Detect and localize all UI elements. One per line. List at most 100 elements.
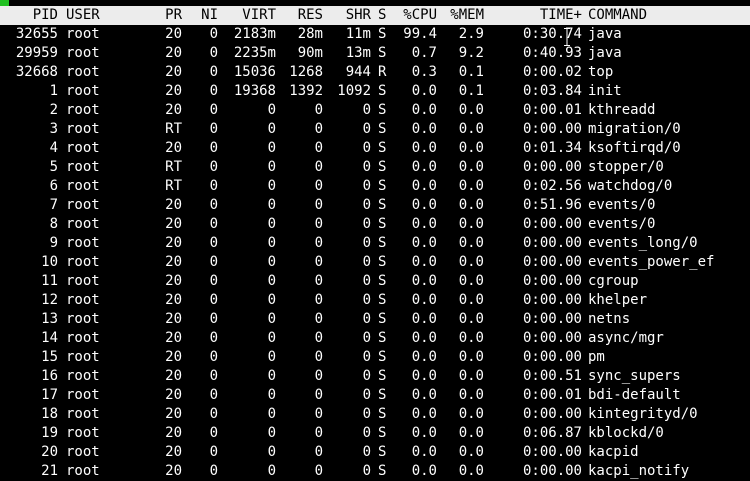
cell-priority: 20: [165, 463, 182, 479]
cell-priority: 20: [165, 311, 182, 327]
cell-res: 28m: [297, 26, 323, 42]
cell-virt: 0: [267, 311, 276, 327]
cell-command: events/0: [588, 216, 656, 232]
table-row: 15 root 20 0 0 0 0 S 0.0 0.0 0:00.00 pm: [0, 348, 750, 367]
cell-mem: 0.0: [458, 159, 484, 175]
table-row: 11 root 20 0 0 0 0 S 0.0 0.0 0:00.00 cgroup: [0, 272, 750, 291]
cell-pid: 12: [41, 292, 58, 308]
table-row: 4 root 20 0 0 0 0 S 0.0 0.0 0:01.34 ksoftirqd/0: [0, 139, 750, 158]
cell-virt: 0: [267, 121, 276, 137]
cell-res: 0: [314, 197, 323, 213]
cell-res: 0: [314, 368, 323, 384]
cell-nice: 0: [209, 121, 218, 137]
table-row: 16 root 20 0 0 0 0 S 0.0 0.0 0:00.51 sync_supers: [0, 367, 750, 386]
cell-shr: 11m: [345, 26, 371, 42]
cell-user: root: [66, 178, 100, 194]
cell-nice: 0: [209, 102, 218, 118]
cell-nice: 0: [209, 311, 218, 327]
cell-cpu: 0.0: [411, 292, 437, 308]
cell-shr: 0: [362, 425, 371, 441]
cell-res: 0: [314, 216, 323, 232]
cell-res: 0: [314, 273, 323, 289]
cell-mem: 0.1: [458, 64, 484, 80]
cell-command: async/mgr: [588, 330, 664, 346]
cell-user: root: [66, 83, 100, 99]
cell-mem: 0.0: [458, 235, 484, 251]
cell-pid: 29959: [15, 45, 58, 61]
cell-shr: 0: [362, 121, 371, 137]
cell-nice: 0: [209, 406, 218, 422]
cell-res: 0: [314, 463, 323, 479]
cell-virt: 2183m: [233, 26, 276, 42]
table-row: 32655 root 20 0 2183m 28m 11m S 99.4 2.9 0:30.74 ja…: [0, 25, 750, 44]
column-header-ni: NI: [201, 7, 218, 23]
cell-time: 0:00.00: [522, 406, 582, 422]
cell-virt: 0: [267, 368, 276, 384]
cell-shr: 0: [362, 216, 371, 232]
cell-mem: 0.0: [458, 330, 484, 346]
table-row: 8 root 20 0 0 0 0 S 0.0 0.0 0:00.00 events/0: [0, 215, 750, 234]
cell-state: S: [378, 311, 387, 327]
cell-pid: 13: [41, 311, 58, 327]
cell-command: khelper: [588, 292, 648, 308]
cell-nice: 0: [209, 273, 218, 289]
cell-res: 0: [314, 178, 323, 194]
cell-cpu: 0.0: [411, 102, 437, 118]
cell-time: 0:03.84: [522, 83, 582, 99]
cell-cpu: 0.0: [411, 368, 437, 384]
cell-time: 0:00.00: [522, 311, 582, 327]
cell-priority: RT: [165, 121, 182, 137]
cell-command: events/0: [588, 197, 656, 213]
cell-state: R: [378, 64, 387, 80]
cell-time: 0:02.56: [522, 178, 582, 194]
cell-state: S: [378, 406, 387, 422]
cell-pid: 10: [41, 254, 58, 270]
cell-virt: 0: [267, 425, 276, 441]
cell-cpu: 0.0: [411, 178, 437, 194]
cell-command: java: [588, 26, 622, 42]
cell-state: S: [378, 254, 387, 270]
cell-user: root: [66, 368, 100, 384]
cell-user: root: [66, 330, 100, 346]
cell-command: kblockd/0: [588, 425, 664, 441]
cell-cpu: 0.7: [411, 45, 437, 61]
cell-virt: 0: [267, 273, 276, 289]
cell-cpu: 0.0: [411, 406, 437, 422]
cell-priority: 20: [165, 368, 182, 384]
table-row: 18 root 20 0 0 0 0 S 0.0 0.0 0:00.00 kintegrityd/0: [0, 405, 750, 424]
cell-cpu: 0.0: [411, 121, 437, 137]
cell-state: S: [378, 45, 387, 61]
cell-nice: 0: [209, 235, 218, 251]
cell-pid: 3: [49, 121, 58, 137]
cell-command: sync_supers: [588, 368, 681, 384]
cell-user: root: [66, 444, 100, 460]
column-header-mem: %MEM: [450, 7, 484, 23]
cell-cpu: 0.0: [411, 330, 437, 346]
cell-priority: 20: [165, 273, 182, 289]
cell-res: 0: [314, 235, 323, 251]
process-table: PID USER PR NI VIRT RES SHR S %CPU %MEM …: [0, 6, 750, 481]
cell-user: root: [66, 235, 100, 251]
cell-user: root: [66, 387, 100, 403]
table-row: 20 root 20 0 0 0 0 S 0.0 0.0 0:00.00 kacpid: [0, 443, 750, 462]
cell-priority: RT: [165, 178, 182, 194]
cell-res: 0: [314, 292, 323, 308]
cell-nice: 0: [209, 159, 218, 175]
cell-cpu: 0.0: [411, 235, 437, 251]
cell-res: 0: [314, 349, 323, 365]
cell-state: S: [378, 330, 387, 346]
cell-virt: 0: [267, 444, 276, 460]
cell-cpu: 0.0: [411, 83, 437, 99]
cell-mem: 0.0: [458, 425, 484, 441]
cell-mem: 0.0: [458, 140, 484, 156]
cell-state: S: [378, 159, 387, 175]
table-row: 21 root 20 0 0 0 0 S 0.0 0.0 0:00.00 kacpi_notify: [0, 462, 750, 481]
cell-virt: 15036: [233, 64, 276, 80]
cell-mem: 0.0: [458, 311, 484, 327]
cell-state: S: [378, 444, 387, 460]
table-row: 13 root 20 0 0 0 0 S 0.0 0.0 0:00.00 netns: [0, 310, 750, 329]
cell-nice: 0: [209, 83, 218, 99]
cell-shr: 0: [362, 330, 371, 346]
table-row: 12 root 20 0 0 0 0 S 0.0 0.0 0:00.00 khelper: [0, 291, 750, 310]
